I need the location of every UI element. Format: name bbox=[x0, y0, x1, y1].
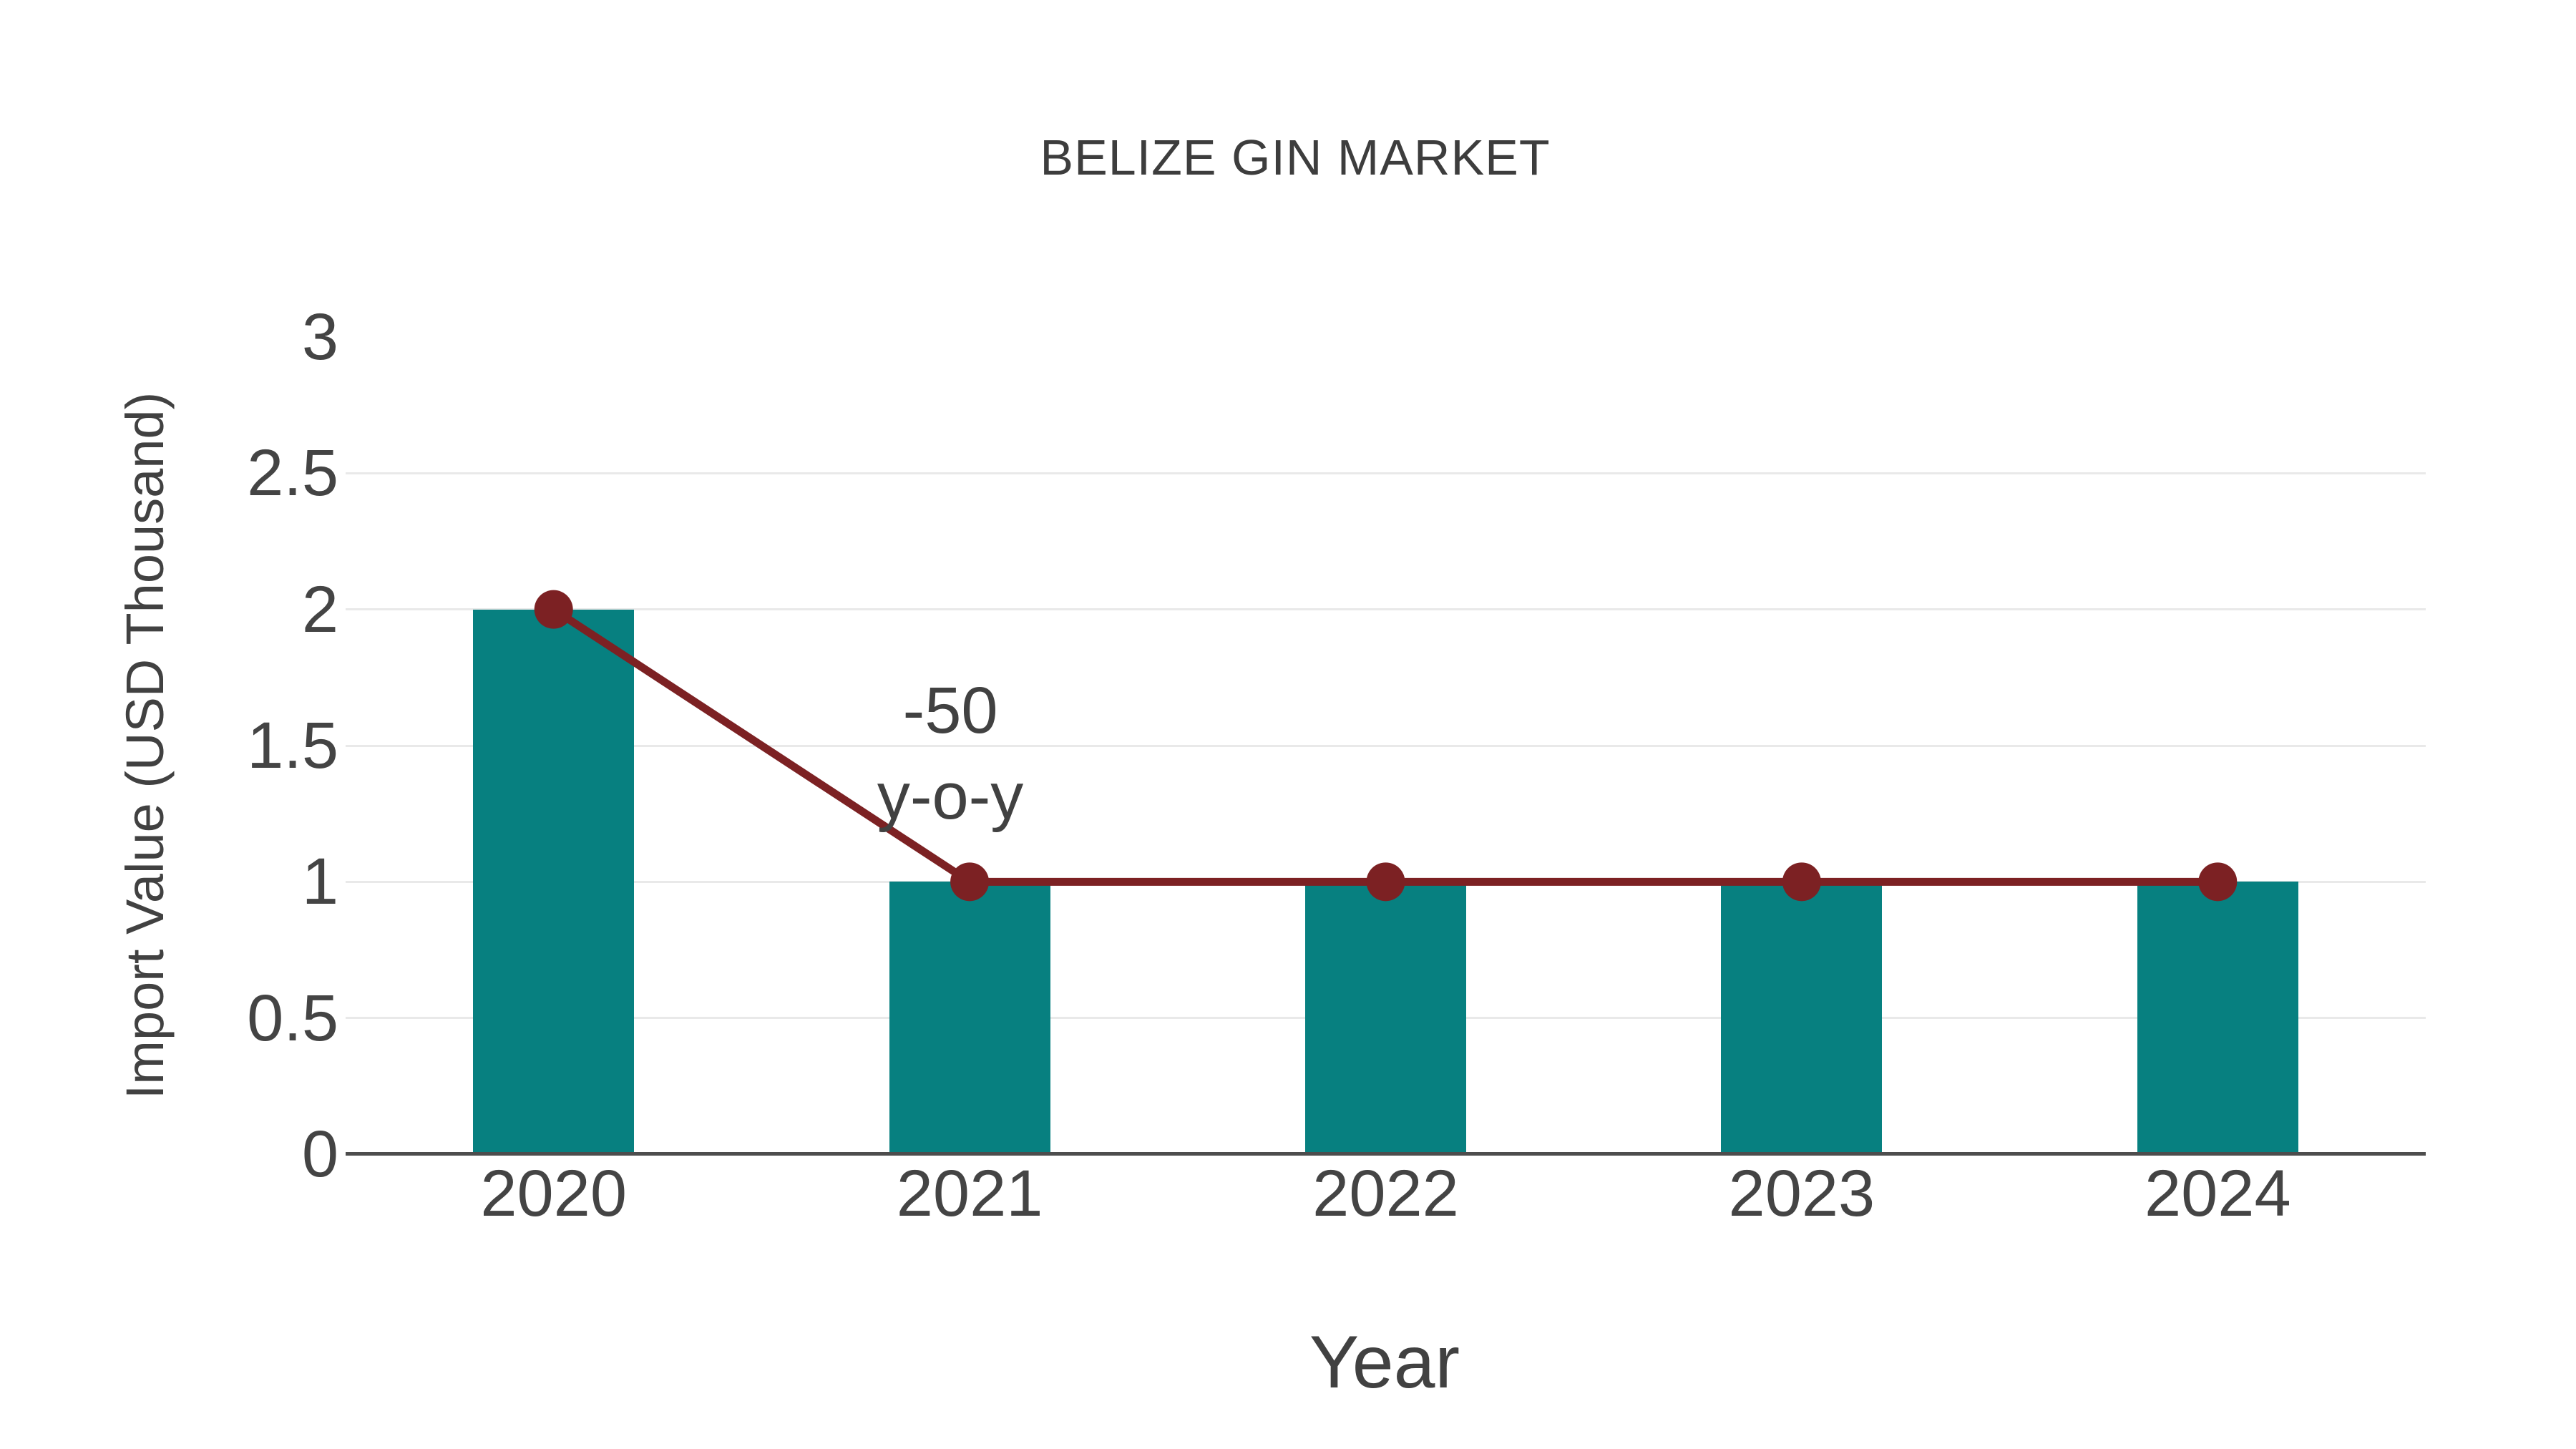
y-tick-label: 1.5 bbox=[247, 709, 338, 782]
y-tick-label: 0.5 bbox=[247, 981, 338, 1055]
x-tick-label-2021: 2021 bbox=[896, 1157, 1043, 1230]
trend-marker-2021 bbox=[950, 862, 990, 902]
yoy-annotation: -50 y-o-y bbox=[877, 668, 1023, 839]
trend-marker-2024 bbox=[2198, 862, 2238, 902]
trend-line bbox=[550, 605, 2222, 886]
bar-2023 bbox=[1721, 882, 1883, 1154]
bar-2021 bbox=[889, 882, 1050, 1154]
y-tick-label: 1 bbox=[301, 845, 338, 919]
x-tick-label-2022: 2022 bbox=[1312, 1157, 1459, 1230]
gridline bbox=[346, 608, 2426, 611]
gridline bbox=[346, 472, 2426, 474]
y-tick-label: 2 bbox=[301, 572, 338, 646]
trend-marker-2020 bbox=[534, 590, 573, 629]
x-axis-title: Year bbox=[1309, 1321, 1460, 1404]
trend-line-layer bbox=[534, 590, 2238, 902]
gridline bbox=[346, 744, 2426, 747]
bar-2024 bbox=[2137, 882, 2298, 1154]
x-tick-label-2020: 2020 bbox=[480, 1157, 628, 1230]
y-tick-label: 2.5 bbox=[247, 436, 338, 510]
yoy-annotation-label: y-o-y bbox=[877, 760, 1024, 834]
bar-2020 bbox=[473, 609, 635, 1154]
y-tick-label: 0 bbox=[301, 1118, 338, 1191]
y-tick-label: 3 bbox=[301, 301, 338, 374]
trend-marker-2022 bbox=[1366, 862, 1405, 902]
x-axis-line bbox=[346, 1152, 2426, 1156]
x-tick-label-2024: 2024 bbox=[2144, 1157, 2291, 1230]
bar-2022 bbox=[1305, 882, 1466, 1154]
chart-title: BELIZE GIN MARKET bbox=[1040, 130, 1551, 185]
trend-marker-2023 bbox=[1782, 862, 1821, 902]
plot-area bbox=[346, 337, 2426, 1156]
yoy-annotation-value: -50 bbox=[902, 674, 998, 748]
x-tick-label-2023: 2023 bbox=[1728, 1157, 1875, 1230]
